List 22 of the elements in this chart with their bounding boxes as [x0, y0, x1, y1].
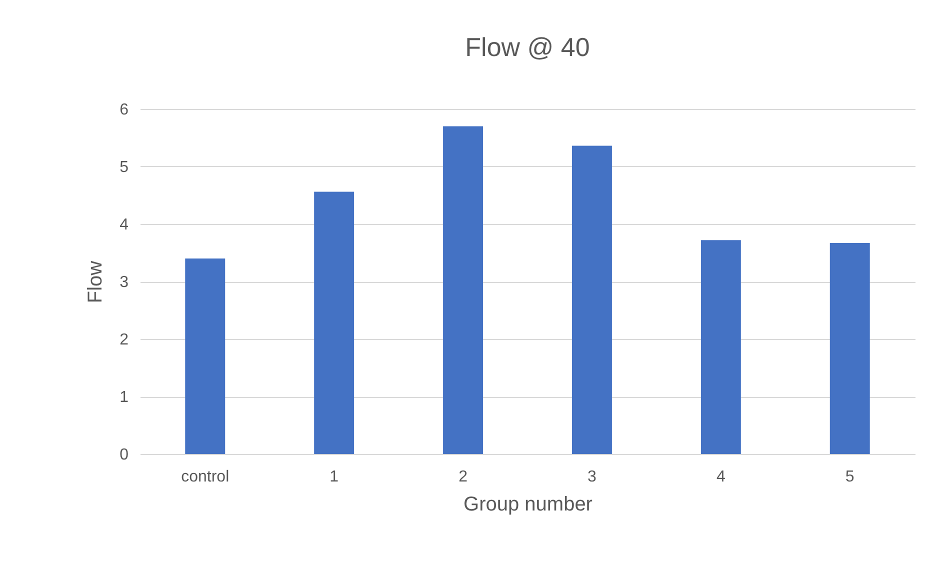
bar: [830, 242, 870, 454]
y-tick-label: 1: [120, 389, 129, 406]
y-tick-label: 2: [120, 332, 129, 348]
bar: [700, 240, 741, 454]
y-tick-label: 6: [120, 102, 129, 118]
y-tick-label: 5: [120, 159, 129, 176]
bar: [185, 258, 226, 454]
x-tick-label: 5: [845, 468, 854, 486]
y-axis-title: Flow: [84, 260, 107, 304]
x-tick-label: 3: [588, 468, 597, 486]
chart-title: Flow @ 40: [465, 32, 590, 62]
bar: [443, 126, 484, 454]
x-axis-title: Group number: [464, 494, 593, 516]
x-tick-label: 1: [330, 468, 339, 486]
bar: [314, 192, 354, 454]
y-tick-label: 3: [120, 274, 129, 291]
y-tick-label: 4: [120, 216, 129, 234]
y-tick-label: 0: [120, 446, 129, 464]
x-tick-label: control: [181, 468, 230, 486]
bar: [572, 146, 612, 454]
x-tick-label: 2: [458, 468, 468, 486]
x-tick-label: 4: [716, 468, 726, 486]
